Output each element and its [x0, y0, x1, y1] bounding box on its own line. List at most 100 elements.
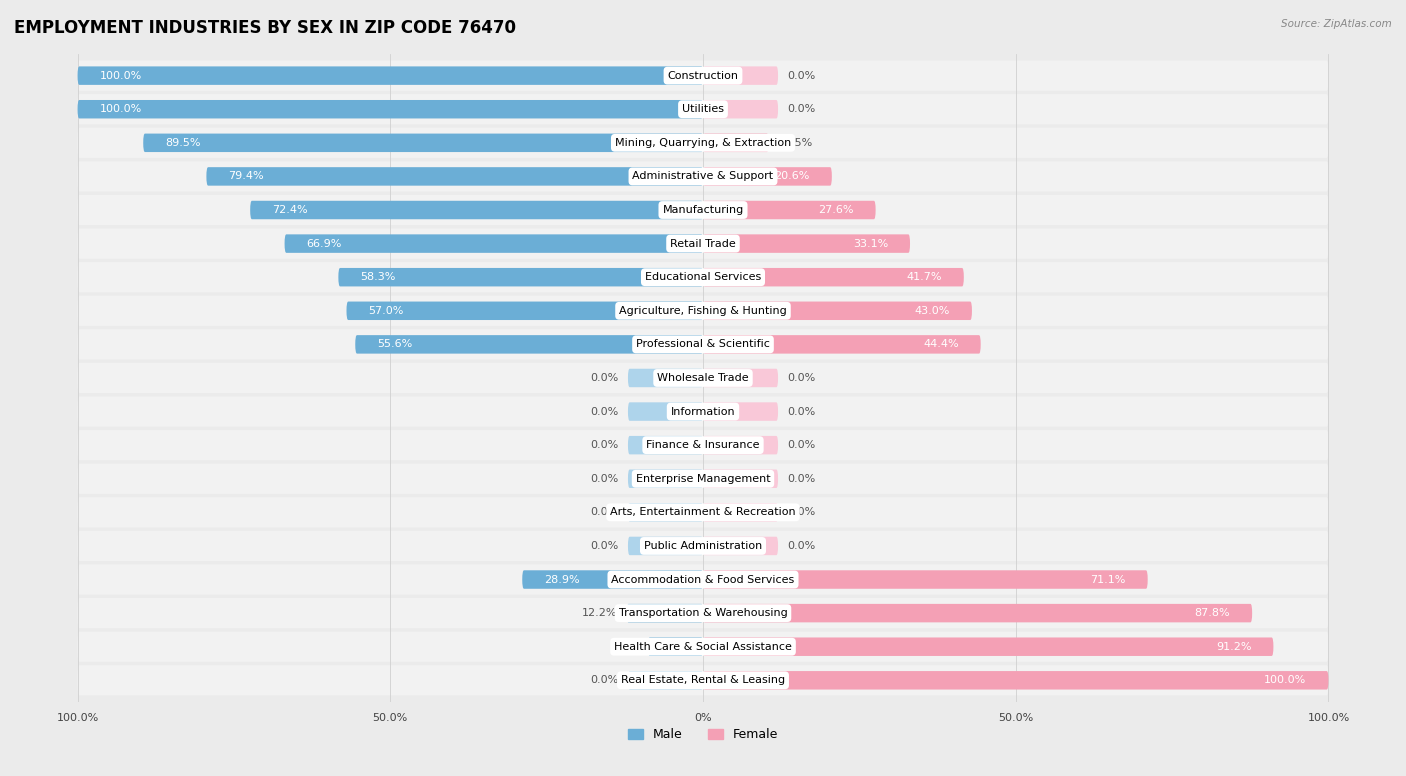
Text: 100.0%: 100.0%: [100, 71, 142, 81]
Text: 10.5%: 10.5%: [778, 138, 813, 147]
Text: Administrative & Support: Administrative & Support: [633, 171, 773, 182]
FancyBboxPatch shape: [703, 201, 876, 220]
Text: 91.2%: 91.2%: [1216, 642, 1251, 652]
Text: 0.0%: 0.0%: [591, 373, 619, 383]
Text: Transportation & Warehousing: Transportation & Warehousing: [619, 608, 787, 618]
Text: 43.0%: 43.0%: [915, 306, 950, 316]
FancyBboxPatch shape: [77, 161, 1329, 192]
Text: 79.4%: 79.4%: [228, 171, 264, 182]
FancyBboxPatch shape: [703, 604, 1253, 622]
Text: 28.9%: 28.9%: [544, 574, 579, 584]
Text: 0.0%: 0.0%: [591, 508, 619, 518]
FancyBboxPatch shape: [628, 369, 703, 387]
Text: Wholesale Trade: Wholesale Trade: [657, 373, 749, 383]
FancyBboxPatch shape: [703, 369, 778, 387]
Text: 20.6%: 20.6%: [775, 171, 810, 182]
Text: Public Administration: Public Administration: [644, 541, 762, 551]
Text: 57.0%: 57.0%: [368, 306, 404, 316]
Text: 87.8%: 87.8%: [1195, 608, 1230, 618]
Text: Enterprise Management: Enterprise Management: [636, 474, 770, 483]
FancyBboxPatch shape: [648, 637, 703, 656]
Text: Accommodation & Food Services: Accommodation & Food Services: [612, 574, 794, 584]
FancyBboxPatch shape: [77, 632, 1329, 662]
Text: Construction: Construction: [668, 71, 738, 81]
Text: 41.7%: 41.7%: [907, 272, 942, 282]
Text: Arts, Entertainment & Recreation: Arts, Entertainment & Recreation: [610, 508, 796, 518]
FancyBboxPatch shape: [703, 302, 972, 320]
FancyBboxPatch shape: [627, 604, 703, 622]
FancyBboxPatch shape: [77, 329, 1329, 359]
FancyBboxPatch shape: [703, 67, 778, 85]
FancyBboxPatch shape: [339, 268, 703, 286]
FancyBboxPatch shape: [703, 234, 910, 253]
Text: 0.0%: 0.0%: [787, 508, 815, 518]
Text: 0.0%: 0.0%: [787, 71, 815, 81]
Text: 0.0%: 0.0%: [591, 407, 619, 417]
Text: Real Estate, Rental & Leasing: Real Estate, Rental & Leasing: [621, 675, 785, 685]
FancyBboxPatch shape: [703, 570, 1147, 589]
FancyBboxPatch shape: [703, 100, 778, 119]
FancyBboxPatch shape: [703, 537, 778, 555]
FancyBboxPatch shape: [143, 133, 703, 152]
FancyBboxPatch shape: [77, 463, 1329, 494]
FancyBboxPatch shape: [356, 335, 703, 354]
Text: 0.0%: 0.0%: [591, 541, 619, 551]
FancyBboxPatch shape: [77, 497, 1329, 528]
FancyBboxPatch shape: [628, 537, 703, 555]
Text: 0.0%: 0.0%: [787, 474, 815, 483]
Text: 66.9%: 66.9%: [307, 238, 342, 248]
Text: Agriculture, Fishing & Hunting: Agriculture, Fishing & Hunting: [619, 306, 787, 316]
FancyBboxPatch shape: [628, 469, 703, 488]
Text: 0.0%: 0.0%: [787, 440, 815, 450]
FancyBboxPatch shape: [703, 503, 778, 521]
FancyBboxPatch shape: [77, 363, 1329, 393]
Text: EMPLOYMENT INDUSTRIES BY SEX IN ZIP CODE 76470: EMPLOYMENT INDUSTRIES BY SEX IN ZIP CODE…: [14, 19, 516, 37]
FancyBboxPatch shape: [77, 228, 1329, 258]
Text: Retail Trade: Retail Trade: [671, 238, 735, 248]
Text: Utilities: Utilities: [682, 104, 724, 114]
Text: Source: ZipAtlas.com: Source: ZipAtlas.com: [1281, 19, 1392, 29]
Text: Mining, Quarrying, & Extraction: Mining, Quarrying, & Extraction: [614, 138, 792, 147]
Text: Manufacturing: Manufacturing: [662, 205, 744, 215]
Text: Educational Services: Educational Services: [645, 272, 761, 282]
Text: 100.0%: 100.0%: [100, 104, 142, 114]
FancyBboxPatch shape: [77, 61, 1329, 91]
Text: 12.2%: 12.2%: [582, 608, 617, 618]
FancyBboxPatch shape: [77, 94, 1329, 124]
FancyBboxPatch shape: [77, 128, 1329, 158]
Text: Finance & Insurance: Finance & Insurance: [647, 440, 759, 450]
Text: 27.6%: 27.6%: [818, 205, 853, 215]
Text: 72.4%: 72.4%: [273, 205, 308, 215]
Legend: Male, Female: Male, Female: [628, 729, 778, 741]
FancyBboxPatch shape: [284, 234, 703, 253]
Text: 0.0%: 0.0%: [591, 675, 619, 685]
Text: 58.3%: 58.3%: [360, 272, 395, 282]
Text: 33.1%: 33.1%: [853, 238, 889, 248]
FancyBboxPatch shape: [628, 402, 703, 421]
Text: 8.8%: 8.8%: [610, 642, 638, 652]
Text: 71.1%: 71.1%: [1091, 574, 1126, 584]
FancyBboxPatch shape: [522, 570, 703, 589]
FancyBboxPatch shape: [77, 430, 1329, 460]
FancyBboxPatch shape: [346, 302, 703, 320]
FancyBboxPatch shape: [703, 637, 1274, 656]
FancyBboxPatch shape: [207, 167, 703, 185]
Text: Professional & Scientific: Professional & Scientific: [636, 339, 770, 349]
FancyBboxPatch shape: [77, 598, 1329, 629]
FancyBboxPatch shape: [77, 262, 1329, 293]
FancyBboxPatch shape: [703, 402, 778, 421]
Text: 55.6%: 55.6%: [377, 339, 412, 349]
FancyBboxPatch shape: [703, 671, 1329, 690]
Text: 0.0%: 0.0%: [787, 407, 815, 417]
Text: Information: Information: [671, 407, 735, 417]
FancyBboxPatch shape: [77, 100, 703, 119]
FancyBboxPatch shape: [628, 436, 703, 455]
FancyBboxPatch shape: [628, 503, 703, 521]
Text: 44.4%: 44.4%: [924, 339, 959, 349]
FancyBboxPatch shape: [77, 531, 1329, 561]
Text: 0.0%: 0.0%: [787, 373, 815, 383]
FancyBboxPatch shape: [703, 335, 981, 354]
Text: 100.0%: 100.0%: [1264, 675, 1306, 685]
Text: 0.0%: 0.0%: [787, 104, 815, 114]
FancyBboxPatch shape: [77, 564, 1329, 594]
